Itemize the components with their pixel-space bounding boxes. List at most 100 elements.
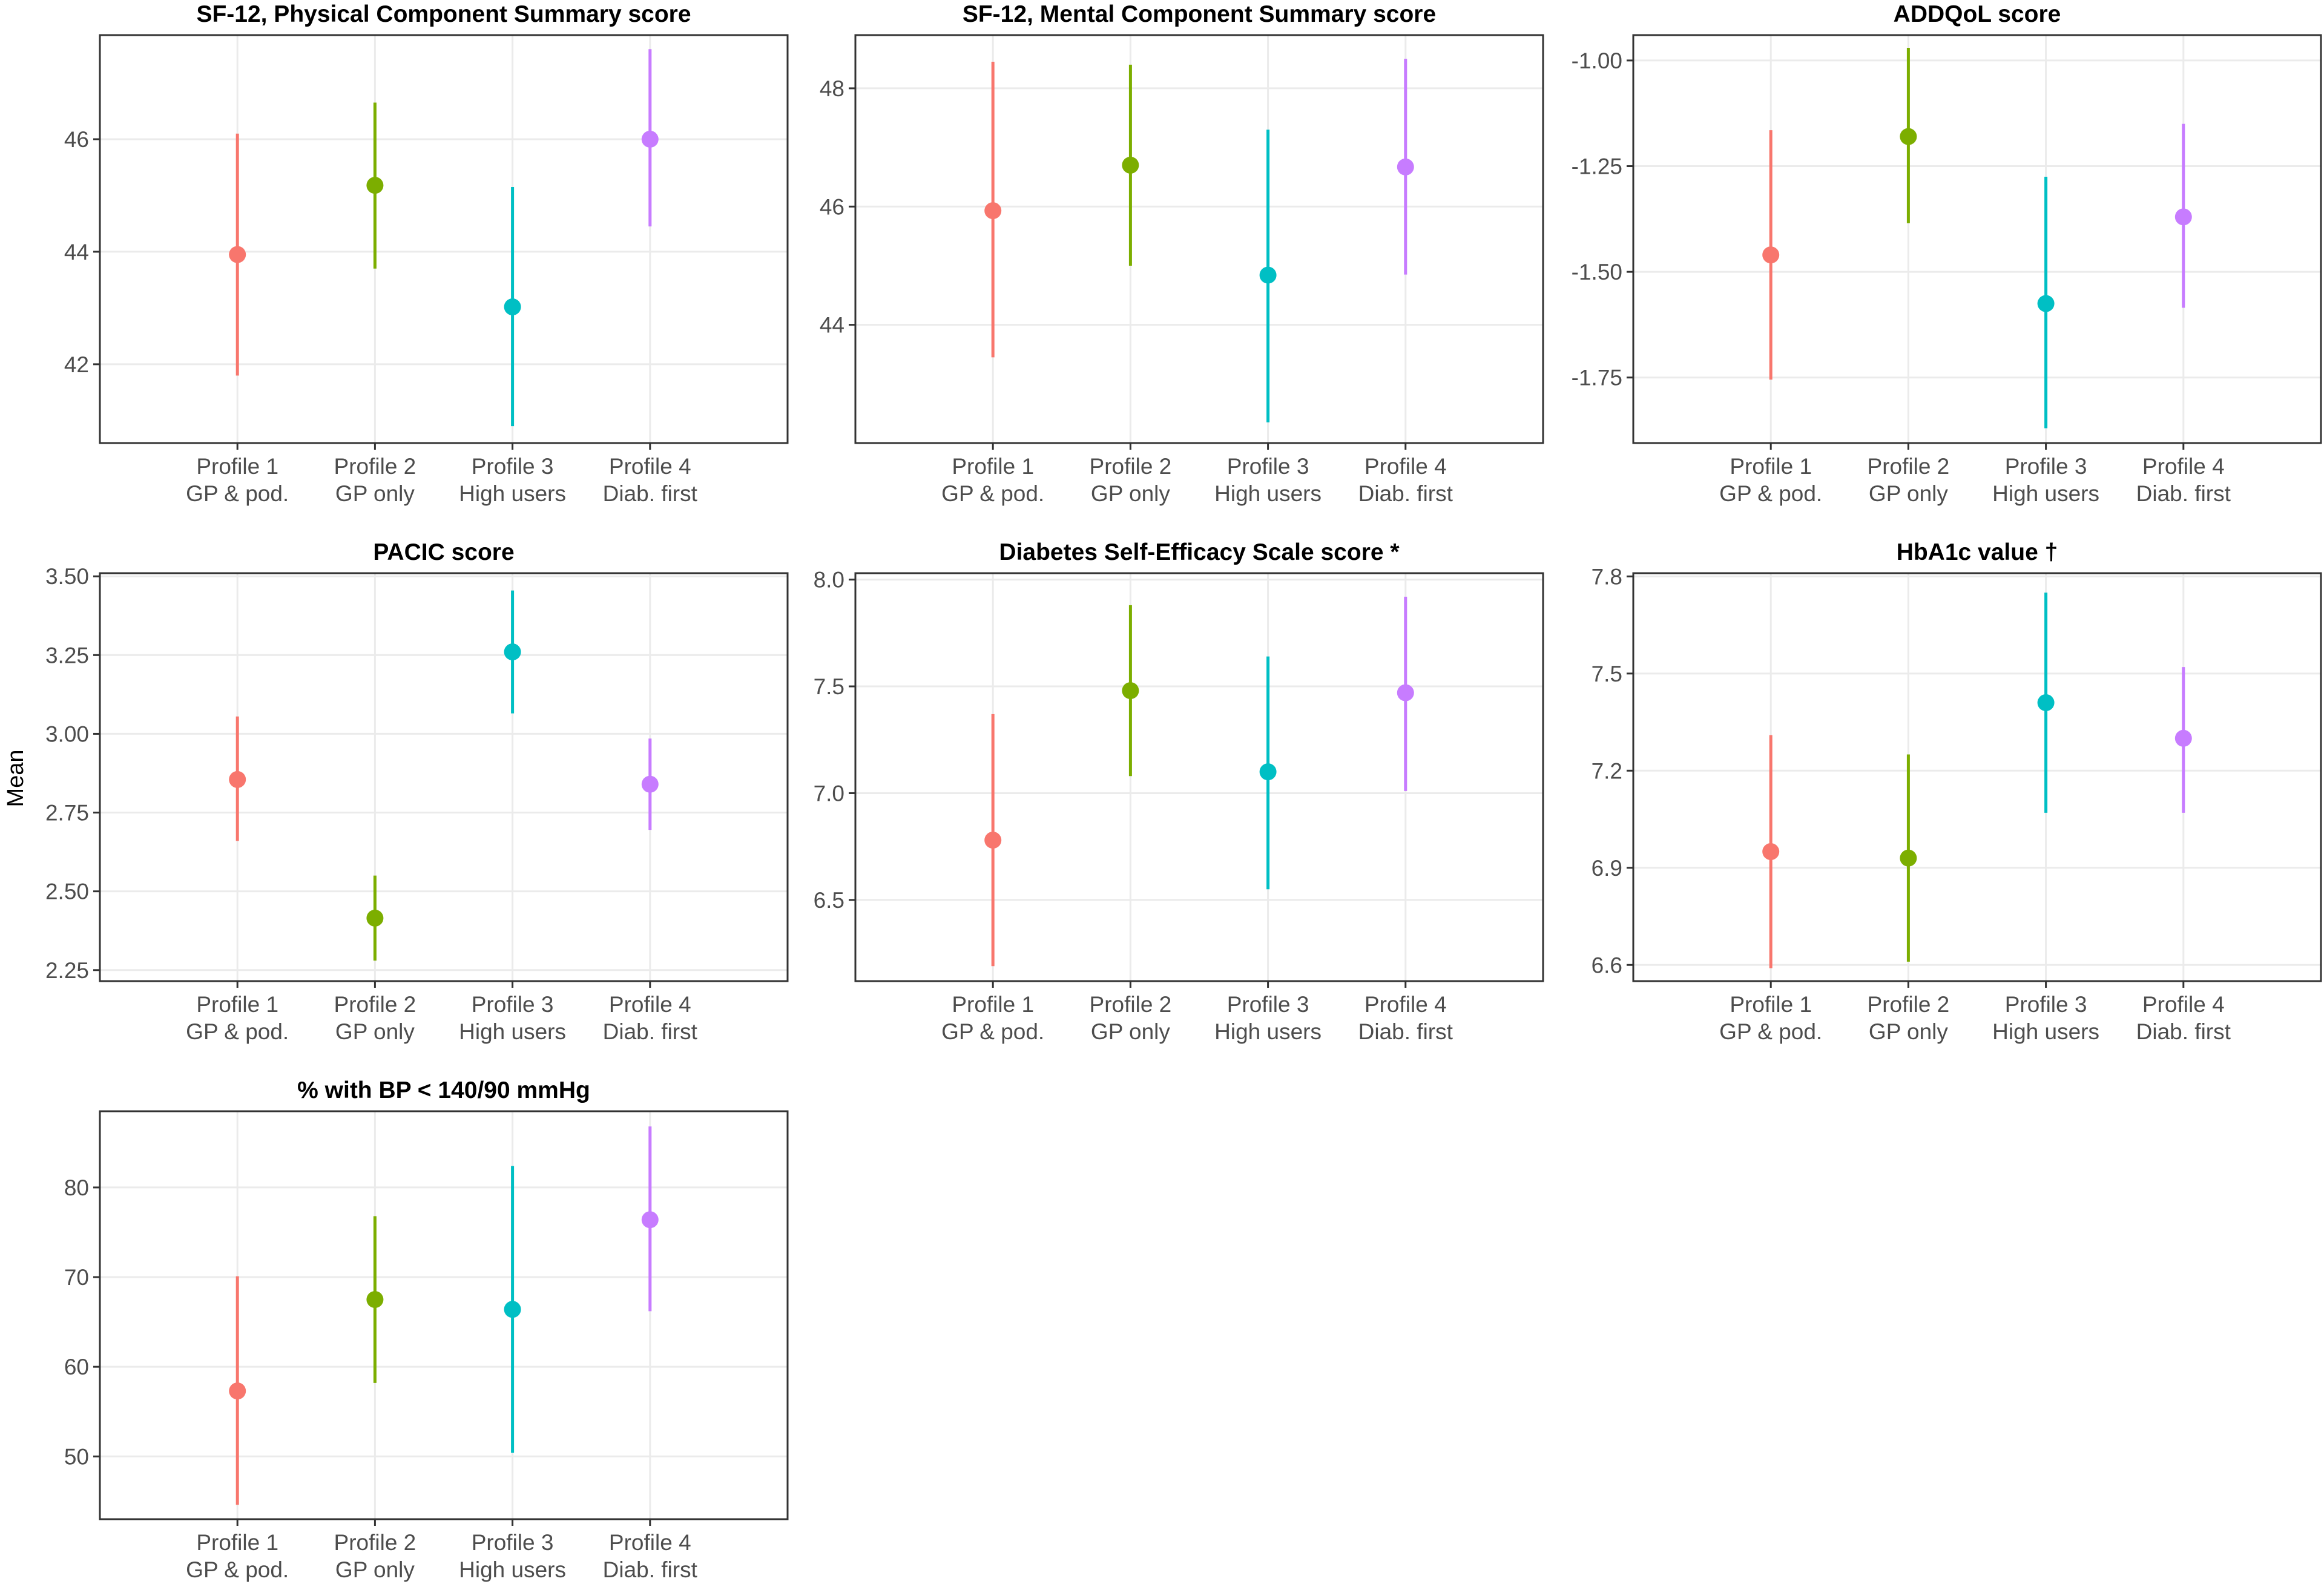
x-tick-label: GP only xyxy=(1869,1019,1948,1044)
y-tick-label: 6.9 xyxy=(1592,856,1622,881)
x-tick-label: Diab. first xyxy=(603,1019,698,1044)
mean-point xyxy=(229,246,246,263)
panel-title: PACIC score xyxy=(373,539,514,565)
x-tick-label: GP & pod. xyxy=(941,481,1044,506)
x-tick-label: Profile 1 xyxy=(1730,992,1812,1017)
x-tick-label: Diab. first xyxy=(1358,1019,1453,1044)
panel-title: HbA1c value † xyxy=(1897,539,2058,565)
x-tick-label: Profile 3 xyxy=(472,1530,554,1555)
y-tick-label: -1.25 xyxy=(1572,154,1622,179)
x-tick-label: GP only xyxy=(1091,481,1170,506)
y-axis-label: Mean xyxy=(3,749,28,807)
x-tick-label: Profile 2 xyxy=(1868,992,1950,1017)
y-tick-label: 44 xyxy=(820,313,844,338)
x-tick-label: High users xyxy=(459,1019,566,1044)
x-tick-label: Profile 3 xyxy=(472,992,554,1017)
x-tick-label: Diab. first xyxy=(2136,1019,2231,1044)
mean-point xyxy=(504,1301,521,1318)
y-tick-label: 2.75 xyxy=(45,801,89,826)
x-tick-label: Profile 4 xyxy=(609,1530,691,1555)
mean-point xyxy=(984,832,1002,849)
x-tick-label: Profile 2 xyxy=(334,1530,416,1555)
y-tick-label: 3.50 xyxy=(45,564,89,589)
mean-point xyxy=(1762,246,1780,264)
x-tick-label: Profile 2 xyxy=(1090,992,1172,1017)
mean-point xyxy=(1122,156,1139,174)
mean-point xyxy=(2174,729,2192,747)
mean-point xyxy=(2037,295,2055,312)
panel-background xyxy=(855,573,1543,981)
x-tick-label: Profile 1 xyxy=(196,992,278,1017)
x-tick-label: Profile 4 xyxy=(2142,992,2225,1017)
panel-frame xyxy=(1632,34,2322,444)
chart-panel: SF-12, Physical Component Summary score 4… xyxy=(64,1,789,506)
x-tick-label: High users xyxy=(1992,1019,2099,1044)
x-tick-label: Profile 2 xyxy=(1868,454,1950,479)
mean-point xyxy=(1762,843,1780,861)
mean-point xyxy=(2174,208,2192,226)
x-tick-label: Diab. first xyxy=(2136,481,2231,506)
mean-point xyxy=(2037,694,2055,711)
x-tick-label: High users xyxy=(459,1557,566,1582)
y-tick-label: 6.6 xyxy=(1592,953,1622,977)
mean-point xyxy=(1900,849,1917,867)
y-tick-label: 46 xyxy=(820,194,844,219)
x-tick-label: Diab. first xyxy=(603,481,698,506)
mean-point xyxy=(1397,684,1414,701)
mean-point xyxy=(366,1291,384,1309)
panel-background xyxy=(1633,573,2321,981)
chart-panel: % with BP < 140/90 mmHg 50 60 70 80 Profile 1… xyxy=(64,1077,789,1582)
panel-frame xyxy=(854,34,1544,444)
x-tick-label: Diab. first xyxy=(603,1557,698,1582)
panel-title: % with BP < 140/90 mmHg xyxy=(297,1077,590,1103)
x-tick-label: Profile 4 xyxy=(609,992,691,1017)
y-tick-label: -1.00 xyxy=(1572,48,1622,73)
x-tick-label: High users xyxy=(1214,481,1322,506)
x-tick-label: GP only xyxy=(335,1557,415,1582)
y-tick-label: 2.25 xyxy=(45,958,89,983)
x-tick-label: GP only xyxy=(335,1019,415,1044)
y-tick-label: 7.0 xyxy=(814,781,844,806)
y-tick-label: 2.50 xyxy=(45,879,89,904)
mean-point xyxy=(366,177,384,194)
y-tick-label: 50 xyxy=(64,1444,89,1469)
y-tick-label: 3.00 xyxy=(45,721,89,746)
mean-point xyxy=(1259,763,1277,781)
x-tick-label: High users xyxy=(1992,481,2099,506)
panel-background xyxy=(100,35,788,443)
mean-point xyxy=(366,909,384,927)
mean-point xyxy=(504,643,521,661)
mean-point xyxy=(984,202,1002,220)
y-tick-label: 8.0 xyxy=(814,568,844,593)
x-tick-label: Profile 1 xyxy=(952,992,1034,1017)
y-tick-label: 42 xyxy=(64,352,89,377)
x-tick-label: Profile 4 xyxy=(609,454,691,479)
x-tick-label: High users xyxy=(1214,1019,1322,1044)
mean-point xyxy=(504,298,521,316)
chart-panel: Diabetes Self-Efficacy Scale score * 6.5 7… xyxy=(814,539,1544,1044)
x-tick-label: GP & pod. xyxy=(186,1019,289,1044)
x-tick-label: Profile 3 xyxy=(1227,454,1309,479)
panel-title: SF-12, Physical Component Summary score xyxy=(196,1,691,27)
y-tick-label: 6.5 xyxy=(814,888,844,913)
mean-point xyxy=(229,1382,246,1400)
y-tick-label: 48 xyxy=(820,76,844,101)
panel-title: Diabetes Self-Efficacy Scale score * xyxy=(999,539,1400,565)
panel-background xyxy=(1633,35,2321,443)
x-tick-label: Profile 3 xyxy=(2005,454,2087,479)
x-tick-label: Profile 4 xyxy=(1364,992,1447,1017)
x-tick-label: Profile 1 xyxy=(196,454,278,479)
y-tick-label: 7.8 xyxy=(1592,564,1622,589)
y-tick-label: -1.75 xyxy=(1572,366,1622,390)
mean-point xyxy=(229,770,246,788)
x-tick-label: Profile 1 xyxy=(952,454,1034,479)
panel-title: ADDQoL score xyxy=(1894,1,2061,27)
mean-point xyxy=(641,130,659,148)
x-tick-label: GP & pod. xyxy=(186,481,289,506)
x-tick-label: GP & pod. xyxy=(186,1557,289,1582)
panel-frame xyxy=(99,572,789,982)
mean-point xyxy=(1122,682,1139,700)
chart-panel: ADDQoL score -1.75 -1.50 -1.25 -1.00 Profile … xyxy=(1572,1,2322,506)
chart-panel: PACIC score 2.25 2.50 2.75 3.00 3.25 3.50 Profi… xyxy=(45,539,789,1044)
